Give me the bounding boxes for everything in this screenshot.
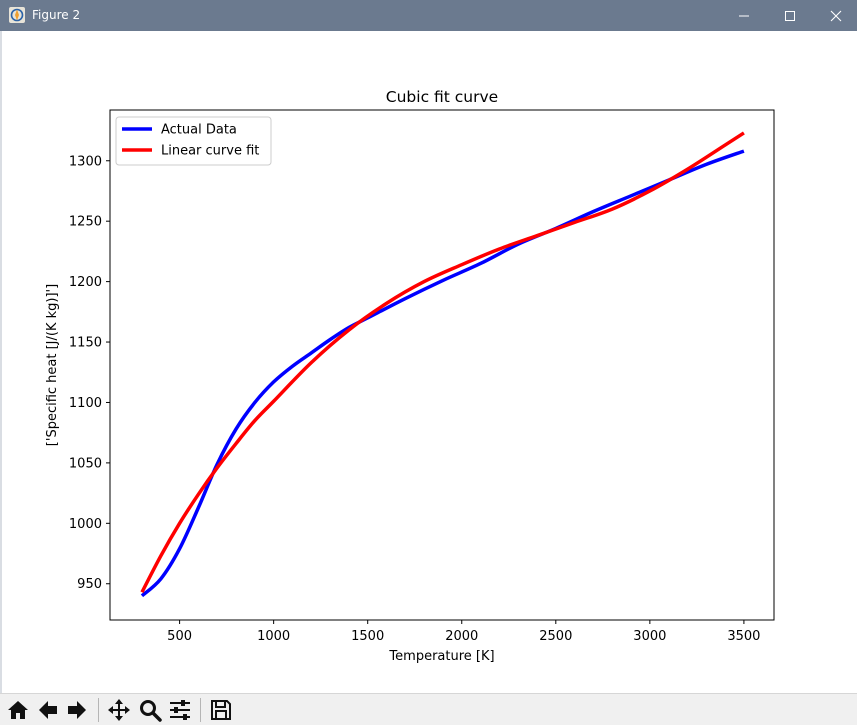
x-axis-label: Temperature [K] (388, 649, 494, 664)
move-icon (108, 699, 130, 721)
save-button[interactable] (207, 696, 235, 724)
x-tick-label: 500 (167, 629, 192, 644)
zoom-button[interactable] (136, 696, 164, 724)
minimize-icon (739, 15, 749, 16)
window-titlebar: Figure 2 (0, 0, 857, 31)
y-tick-label: 950 (77, 577, 102, 592)
y-tick-label: 1050 (69, 456, 102, 471)
y-tick-label: 1000 (69, 517, 102, 532)
chart-title: Cubic fit curve (386, 88, 498, 106)
y-tick-label: 1150 (69, 336, 102, 351)
x-tick-label: 2500 (539, 629, 572, 644)
figure-canvas[interactable]: 500 1000 1500 2000 2500 3000 3500 950 1000 1050 11… (0, 31, 857, 693)
maximize-icon (785, 10, 795, 21)
series-line-2 (140, 131, 745, 594)
y-tick-label: 1300 (69, 154, 102, 169)
close-icon (830, 10, 842, 21)
y-tick-label: 1200 (69, 275, 102, 290)
forward-button[interactable] (63, 696, 91, 724)
maximize-button[interactable] (767, 0, 813, 31)
home-button[interactable] (4, 696, 32, 724)
x-tick-label: 2000 (445, 629, 478, 644)
plot-area (110, 110, 774, 620)
pan-button[interactable] (105, 696, 133, 724)
x-tick-label: 3500 (727, 629, 760, 644)
configure-subplots-button[interactable] (166, 696, 194, 724)
axes-frame (109, 109, 775, 621)
minimize-button[interactable] (721, 0, 767, 31)
window-title: Figure 2 (32, 8, 81, 22)
arrow-right-icon (68, 701, 86, 719)
toolbar-separator (98, 698, 99, 722)
magnifier-icon (140, 700, 162, 722)
home-icon (8, 701, 28, 719)
legend-box (115, 116, 272, 166)
y-axis-label: ['Specific heat [J/(K kg)]'] (45, 284, 60, 446)
legend-label-1: Actual Data (161, 123, 237, 138)
close-button[interactable] (813, 0, 857, 31)
window-border (0, 31, 2, 693)
back-button[interactable] (34, 696, 62, 724)
y-tick-label: 1100 (69, 396, 102, 411)
legend-label-2: Linear curve fit (161, 144, 259, 159)
navigation-toolbar (0, 693, 857, 725)
app-icon (9, 7, 25, 23)
floppy-disk-icon (211, 700, 231, 720)
sliders-icon (170, 700, 190, 720)
y-tick-label: 1250 (69, 215, 102, 230)
x-tick-label: 1000 (257, 629, 290, 644)
toolbar-separator (200, 698, 201, 722)
x-tick-label: 1500 (351, 629, 384, 644)
x-tick-label: 3000 (633, 629, 666, 644)
arrow-left-icon (39, 701, 57, 719)
